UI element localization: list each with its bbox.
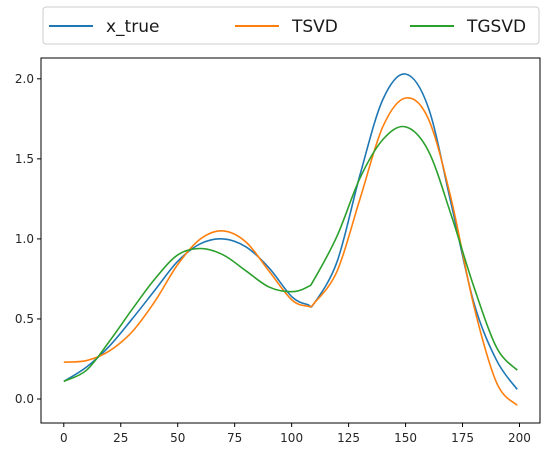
x-tick-label: 75 xyxy=(227,431,242,445)
series-line-tsvd xyxy=(63,97,518,406)
y-tick-label: 2.0 xyxy=(15,72,34,86)
x-tick-label: 175 xyxy=(451,431,474,445)
x-tick-label: 0 xyxy=(60,431,68,445)
series-layer xyxy=(63,73,518,406)
x-tick-label: 125 xyxy=(337,431,360,445)
y-tick-label: 0.5 xyxy=(15,312,34,326)
x-tick-label: 150 xyxy=(394,431,417,445)
series-line-tgsvd xyxy=(63,125,518,383)
series-line-x-true xyxy=(63,73,518,390)
plot-frame xyxy=(40,57,541,424)
legend-label-x-true: x_true xyxy=(106,17,159,37)
x-tick-label: 200 xyxy=(508,431,531,445)
y-tick-label: 1.5 xyxy=(15,152,34,166)
x-tick-label: 100 xyxy=(280,431,303,445)
y-tick-label: 1.0 xyxy=(15,232,34,246)
x-tick-label: 25 xyxy=(113,431,128,445)
legend-label-tgsvd: TGSVD xyxy=(466,17,526,37)
axis-layer: 0 25 50 75 100 125 150 175 200 0.0 0.5 1.0 1.5 2.0 xyxy=(15,72,531,445)
legend-box xyxy=(42,6,540,45)
x-tick-label: 50 xyxy=(170,431,185,445)
y-tick-label: 0.0 xyxy=(15,392,34,406)
legend: x_true TSVD TGSVD xyxy=(42,6,540,45)
legend-label-tsvd: TSVD xyxy=(291,17,338,37)
